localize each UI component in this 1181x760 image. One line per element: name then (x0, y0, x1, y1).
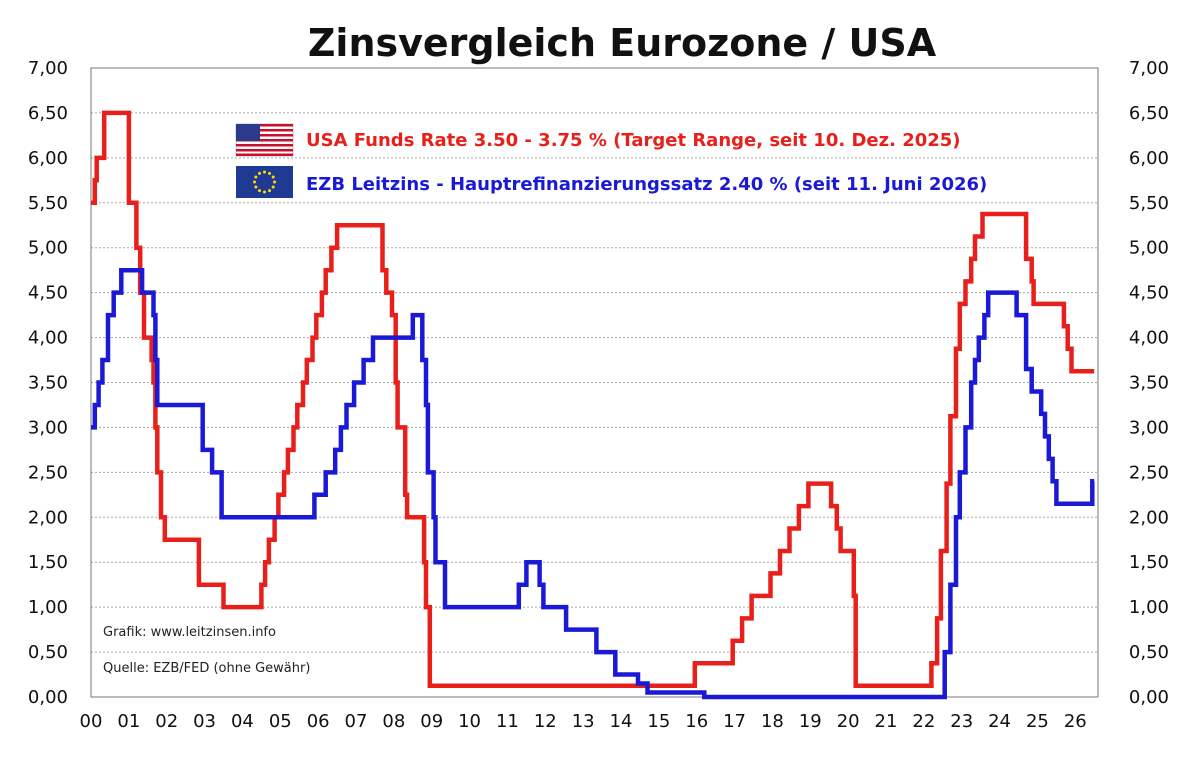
x-tick-label: 18 (761, 711, 784, 732)
y-tick-label-right: 7,00 (1129, 58, 1169, 79)
y-tick-label-right: 0,50 (1129, 642, 1169, 663)
x-tick-label: 24 (988, 711, 1011, 732)
y-tick-label-left: 6,50 (28, 103, 68, 124)
x-tick-label: 16 (685, 711, 708, 732)
y-tick-label-right: 0,00 (1129, 687, 1169, 708)
y-tick-label-right: 1,50 (1129, 552, 1169, 573)
x-tick-label: 05 (269, 711, 292, 732)
legend-entry-usa: USA Funds Rate 3.50 - 3.75 % (Target Ran… (306, 130, 961, 151)
y-tick-label-right: 6,00 (1129, 148, 1169, 169)
x-tick-label: 09 (420, 711, 443, 732)
x-tick-label: 04 (231, 711, 254, 732)
y-tick-label-left: 2,50 (28, 462, 68, 483)
eu-star (271, 185, 275, 189)
x-tick-label: 19 (799, 711, 822, 732)
x-tick-label: 08 (382, 711, 405, 732)
eu-star (253, 180, 256, 184)
eu-star (258, 189, 261, 193)
y-tick-label-right: 4,00 (1129, 328, 1169, 349)
x-tick-label: 00 (80, 711, 103, 732)
y-tick-label-right: 3,00 (1129, 417, 1169, 438)
y-tick-label-left: 5,50 (28, 193, 68, 214)
x-tick-label: 17 (723, 711, 746, 732)
chart-title: Zinsvergleich Eurozone / USA (308, 21, 937, 65)
source-credit-graphic: Grafik: www.leitzinsen.info (103, 625, 276, 640)
x-tick-label: 03 (193, 711, 216, 732)
y-axis-left: 0,00 0,50 1,00 1,50 2,00 2,50 3,00 3,50 4,00 4,50… (28, 58, 68, 708)
x-tick-label: 13 (572, 711, 595, 732)
y-tick-label-left: 1,50 (28, 552, 68, 573)
x-tick-label: 11 (496, 711, 519, 732)
y-tick-label-left: 4,50 (28, 283, 68, 304)
y-tick-label-right: 5,00 (1129, 238, 1169, 259)
y-tick-label-right: 6,50 (1129, 103, 1169, 124)
legend: USA Funds Rate 3.50 - 3.75 % (Target Ran… (235, 123, 987, 198)
y-tick-label-left: 5,00 (28, 238, 68, 259)
series-line-ezb (91, 267, 1095, 700)
x-tick-label: 14 (610, 711, 633, 732)
x-tick-label: 22 (912, 711, 935, 732)
gridlines (90, 67, 1099, 698)
eu-star (271, 175, 275, 179)
y-tick-label-left: 7,00 (28, 58, 68, 79)
us-flag-icon (235, 123, 294, 157)
y-tick-label-right: 3,50 (1129, 373, 1169, 394)
x-tick-label: 07 (345, 711, 368, 732)
y-tick-label-left: 3,50 (28, 373, 68, 394)
x-tick-label: 26 (1064, 711, 1087, 732)
x-tick-label: 25 (1026, 711, 1049, 732)
y-tick-label-right: 2,00 (1129, 507, 1169, 528)
x-axis: 00 01 02 03 04 05 06 07 08 09 10 11 12 13 14 15 16 17 18 19… (80, 711, 1087, 732)
y-tick-label-right: 5,50 (1129, 193, 1169, 214)
eu-star (258, 171, 261, 175)
y-tick-label-right: 4,50 (1129, 283, 1169, 304)
eu-star (254, 175, 258, 179)
y-tick-label-left: 3,00 (28, 417, 68, 438)
y-tick-label-left: 1,00 (28, 597, 68, 618)
x-tick-label: 20 (837, 711, 860, 732)
eu-star (263, 170, 266, 174)
eu-star (263, 190, 266, 194)
plot-frame (90, 67, 1099, 698)
source-credit-data: Quelle: EZB/FED (ohne Gewähr) (103, 661, 310, 676)
series-lines (91, 110, 1095, 700)
x-tick-label: 23 (950, 711, 973, 732)
x-tick-label: 02 (155, 711, 178, 732)
y-tick-label-left: 0,50 (28, 642, 68, 663)
series-line-usa (91, 110, 1095, 689)
x-tick-label: 10 (458, 711, 481, 732)
y-tick-label-right: 1,00 (1129, 597, 1169, 618)
eu-star (268, 189, 271, 193)
y-axis-right: 0,00 0,50 1,00 1,50 2,00 2,50 3,00 3,50 4,00 4,50… (1129, 58, 1169, 708)
y-tick-label-left: 6,00 (28, 148, 68, 169)
x-tick-label: 12 (534, 711, 557, 732)
legend-entry-ezb: EZB Leitzins - Hauptrefinanzierungssatz … (306, 174, 987, 195)
x-tick-label: 21 (875, 711, 898, 732)
y-tick-label-left: 4,00 (28, 328, 68, 349)
y-tick-label-left: 2,00 (28, 507, 68, 528)
y-tick-label-left: 0,00 (28, 687, 68, 708)
eu-flag-icon (236, 166, 293, 198)
eu-star (268, 171, 271, 175)
x-tick-label: 06 (307, 711, 330, 732)
y-tick-label-right: 2,50 (1129, 462, 1169, 483)
eu-star (273, 180, 276, 184)
x-tick-label: 15 (647, 711, 670, 732)
x-tick-label: 01 (117, 711, 140, 732)
eu-star (254, 185, 258, 189)
